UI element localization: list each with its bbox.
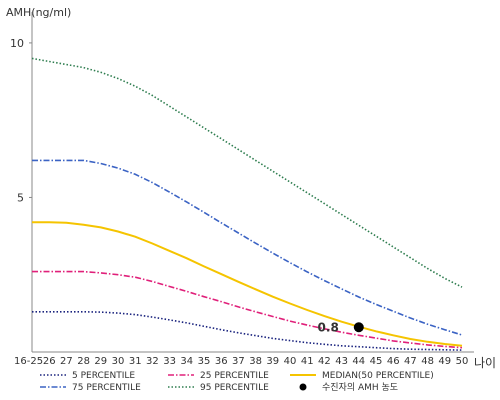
x-tick-label: 35	[198, 356, 211, 367]
x-tick-label: 47	[404, 356, 417, 367]
x-tick-label: 29	[94, 356, 107, 367]
x-tick-label: 41	[301, 356, 314, 367]
legend: 5 PERCENTILE 25 PERCENTILE MEDIAN(50 PERCE…	[40, 371, 434, 393]
patient-value-label: 0.8	[318, 320, 339, 334]
y-tick-label: 5	[17, 191, 24, 204]
x-tick-label: 46	[387, 356, 400, 367]
x-tick-label: 34	[180, 356, 193, 367]
legend-label: 25 PERCENTILE	[200, 371, 269, 381]
y-tick-labels: 5 10	[10, 37, 32, 204]
x-tick-label: 37	[232, 356, 245, 367]
x-tick-label: 33	[163, 356, 176, 367]
x-tick-label: 28	[77, 356, 90, 367]
x-tick-label: 16-25	[14, 356, 43, 367]
legend-label: MEDIAN(50 PERCENTILE)	[322, 371, 434, 381]
y-axis-title: AMH(ng/ml)	[6, 6, 71, 19]
x-tick-label: 38	[249, 356, 262, 367]
legend-label: 5 PERCENTILE	[72, 371, 135, 381]
x-tick-label: 27	[60, 356, 73, 367]
x-tick-label: 39	[266, 356, 279, 367]
series-line	[31, 57, 463, 288]
legend-marker-swatch	[299, 383, 307, 391]
patient-marker: 0.8	[318, 320, 364, 334]
x-tick-label: 49	[438, 356, 451, 367]
x-tick-label: 36	[215, 356, 228, 367]
x-tick-label: 44	[352, 356, 365, 367]
series-line	[32, 221, 463, 347]
patient-point	[353, 322, 364, 333]
legend-label: 75 PERCENTILE	[72, 383, 141, 393]
x-tick-label: 42	[318, 356, 331, 367]
x-tick-label: 45	[370, 356, 383, 367]
x-tick-label: 32	[146, 356, 159, 367]
x-tick-label: 26	[43, 356, 56, 367]
series-line	[32, 310, 463, 351]
legend-label: 95 PERCENTILE	[200, 383, 269, 393]
x-tick-label: 40	[284, 356, 297, 367]
legend-marker-label: 수진자의 AMH 농도	[322, 382, 398, 393]
x-tick-label: 31	[129, 356, 142, 367]
series-line	[32, 159, 463, 336]
series-lines	[31, 57, 463, 351]
x-tick-label: 30	[112, 356, 125, 367]
x-tick-label: 48	[421, 356, 434, 367]
series-line	[32, 270, 463, 349]
x-tick-label: 43	[335, 356, 348, 367]
x-tick-labels: 16-25 26 27 28 29 30 31 32 33 34 35 36 37 38 39 40 41 42 4…	[14, 356, 468, 367]
y-tick-label: 10	[10, 37, 24, 50]
x-axis-title: 나이	[474, 356, 496, 370]
x-tick-label: 50	[456, 356, 469, 367]
